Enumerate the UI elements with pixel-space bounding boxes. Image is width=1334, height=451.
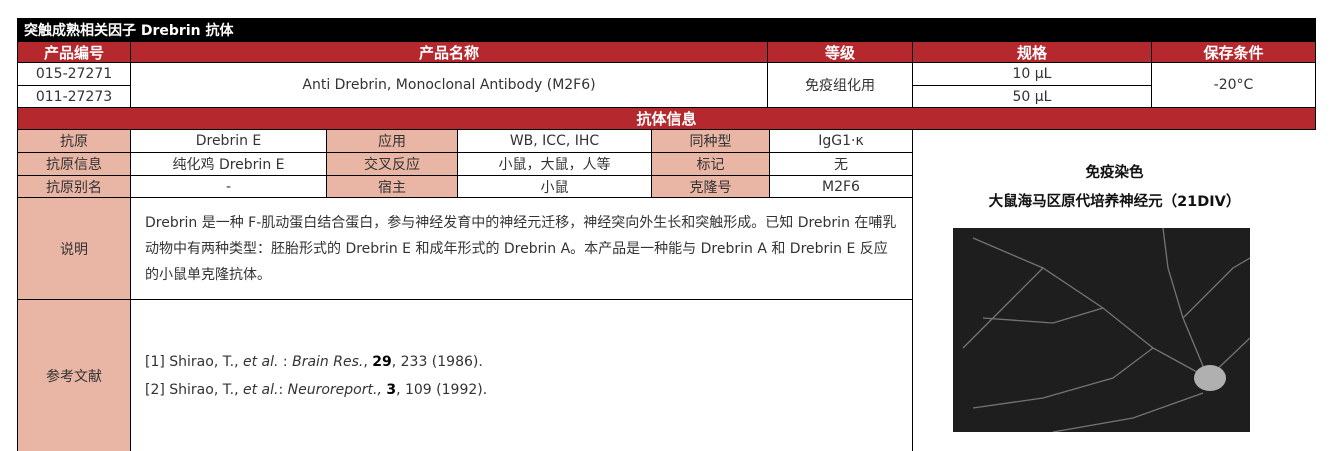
info-value: -	[131, 176, 327, 198]
reference-part: :	[278, 353, 293, 370]
references-label: 参考文献	[18, 300, 131, 451]
info-value: 小鼠，大鼠，人等	[458, 153, 652, 176]
product-storage: -20°C	[1152, 63, 1316, 108]
reference-part: 3	[386, 381, 397, 398]
reference-part: Neuroreport.,	[287, 381, 382, 398]
product-name: Anti Drebrin, Monoclonal Antibody (M2F6)	[131, 63, 768, 108]
product-size: 50 µL	[913, 86, 1152, 108]
info-label: 抗原别名	[18, 176, 131, 198]
page-title: 突触成熟相关因子 Drebrin 抗体	[18, 18, 1316, 42]
info-value: 纯化鸡 Drebrin E	[131, 153, 327, 176]
reference-part: :	[278, 381, 288, 398]
section-header: 抗体信息	[18, 108, 1316, 130]
column-header: 规格	[913, 42, 1152, 63]
info-label: 抗原	[18, 130, 131, 153]
info-label: 标记	[652, 153, 770, 176]
reference: [1] Shirao, T., et al. : Brain Res., 29,…	[145, 348, 483, 376]
image-title: 免疫染色	[1085, 165, 1144, 181]
reference-part: et al.	[242, 353, 279, 370]
reference: [2] Shirao, T., et al.: Neuroreport., 3,…	[145, 376, 487, 404]
column-header: 产品名称	[131, 42, 768, 63]
info-label: 抗原信息	[18, 153, 131, 176]
reference-part: , 233 (1986).	[391, 353, 483, 370]
description-text: Drebrin 是一种 F-肌动蛋白结合蛋白，参与神经发育中的神经元迁移，神经突…	[131, 198, 913, 300]
column-header: 等级	[768, 42, 913, 63]
reference-part: et al.	[242, 381, 279, 398]
image-title: 大鼠海马区原代培养神经元（21DIV）	[988, 194, 1241, 210]
info-value: 小鼠	[458, 176, 652, 198]
reference-part: 29	[372, 353, 392, 370]
product-size: 10 µL	[913, 63, 1152, 86]
info-value: IgG1·κ	[770, 130, 913, 153]
product-grade: 免疫组化用	[768, 63, 913, 108]
info-label: 宿主	[327, 176, 458, 198]
info-label: 克隆号	[652, 176, 770, 198]
description-label: 说明	[18, 198, 131, 300]
info-value: Drebrin E	[131, 130, 327, 153]
neuron-image	[953, 228, 1250, 432]
info-label: 同种型	[652, 130, 770, 153]
info-value: M2F6	[770, 176, 913, 198]
reference-part: , 109 (1992).	[396, 381, 488, 398]
product-code: 011-27273	[18, 86, 131, 108]
product-code: 015-27271	[18, 63, 131, 86]
left-border	[17, 18, 18, 451]
column-header: 保存条件	[1152, 42, 1316, 63]
info-value: WB, ICC, IHC	[458, 130, 652, 153]
reference-part: [2] Shirao, T.,	[145, 381, 243, 398]
info-label: 应用	[327, 130, 458, 153]
info-value: 无	[770, 153, 913, 176]
column-header: 产品编号	[18, 42, 131, 63]
reference-part: [1] Shirao, T.,	[145, 353, 243, 370]
references-list: [1] Shirao, T., et al. : Brain Res., 29,…	[131, 300, 913, 451]
info-label: 交叉反应	[327, 153, 458, 176]
reference-part: Brain Res.	[292, 353, 364, 370]
reference-part: ,	[363, 353, 373, 370]
